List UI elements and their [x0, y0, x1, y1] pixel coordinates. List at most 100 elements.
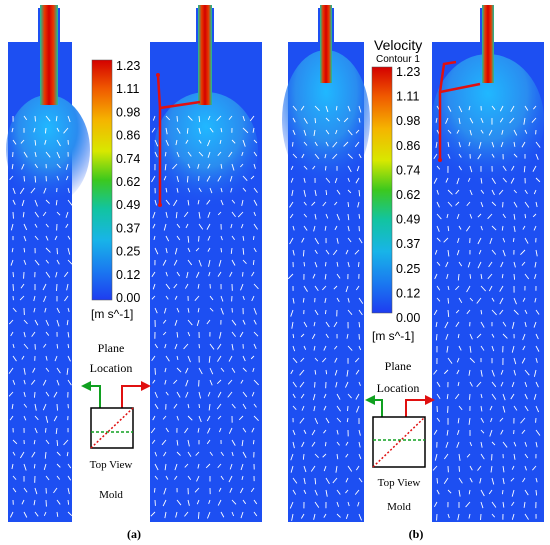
velocity-arrow: [66, 319, 69, 326]
velocity-arrow: [347, 465, 353, 472]
velocity-arrow: [477, 261, 482, 269]
velocity-arrow: [56, 451, 61, 456]
velocity-arrow: [184, 427, 189, 434]
velocity-arrow: [227, 379, 233, 385]
velocity-arrow: [314, 153, 320, 160]
velocity-arrow: [154, 391, 158, 398]
velocity-arrow: [151, 271, 156, 278]
velocity-arrow: [334, 225, 338, 231]
velocity-arrow: [524, 309, 528, 315]
velocity-arrow: [253, 223, 258, 230]
velocity-arrow: [216, 379, 222, 385]
flow-path-red-a: [156, 74, 201, 205]
velocity-arrow: [458, 105, 463, 113]
velocity-arrow: [347, 309, 353, 315]
velocity-arrow: [314, 477, 317, 485]
velocity-arrow: [34, 139, 37, 146]
velocity-arrow: [198, 151, 204, 157]
legend-title-b: Velocity: [374, 37, 422, 53]
velocity-arrow: [458, 489, 461, 497]
velocity-arrow: [253, 343, 257, 349]
velocity-arrow: [67, 247, 71, 255]
velocity-arrow: [313, 345, 316, 351]
velocity-arrow: [436, 477, 438, 484]
velocity-arrow: [45, 199, 50, 204]
velocity-arrow: [467, 177, 471, 182]
velocity-arrow: [229, 463, 233, 470]
velocity-arrow: [491, 381, 497, 388]
velocity-arrow: [43, 463, 47, 470]
velocity-arrow: [216, 403, 222, 410]
velocity-arrow: [480, 273, 483, 280]
velocity-arrow: [303, 489, 307, 494]
velocity-arrow: [253, 331, 259, 337]
velocity-arrow: [443, 477, 449, 485]
velocity-arrow: [45, 259, 49, 264]
velocity-arrow: [207, 115, 211, 121]
velocity-arrow: [292, 249, 295, 256]
velocity-arrow: [447, 357, 453, 364]
velocity-arrow: [65, 163, 69, 170]
velocity-arrow: [220, 295, 224, 302]
velocity-arrow: [152, 415, 156, 421]
velocity-arrow: [23, 223, 28, 231]
velocity-arrow: [457, 381, 460, 387]
velocity-arrow: [502, 165, 507, 172]
velocity-arrow: [500, 141, 504, 148]
velocity-arrow: [66, 367, 69, 375]
velocity-arrow: [447, 309, 450, 317]
velocity-arrow: [336, 513, 341, 518]
velocity-arrow: [511, 489, 515, 497]
velocity-arrow: [491, 141, 495, 148]
velocity-arrow: [176, 187, 179, 193]
velocity-arrow: [491, 297, 495, 302]
velocity-arrow: [534, 273, 537, 280]
velocity-arrow: [336, 189, 341, 195]
velocity-arrow: [67, 379, 72, 386]
velocity-arrow: [56, 307, 60, 314]
velocity-arrow: [535, 153, 539, 160]
colorbar-tick-label: 0.49: [396, 213, 420, 227]
velocity-arrow: [509, 117, 515, 124]
velocity-arrow: [324, 261, 327, 267]
velocity-arrow: [292, 405, 297, 410]
velocity-arrow: [187, 439, 190, 447]
velocity-arrow: [242, 115, 246, 122]
velocity-arrow: [477, 213, 482, 218]
velocity-arrow: [358, 297, 364, 304]
velocity-arrow: [480, 489, 485, 497]
velocity-arrow: [206, 199, 211, 205]
velocity-arrow: [469, 381, 473, 387]
velocity-arrow: [301, 153, 305, 159]
velocity-arrow: [502, 393, 506, 401]
velocity-arrow: [55, 115, 58, 122]
velocity-arrow: [231, 235, 235, 240]
velocity-arrow: [154, 199, 157, 206]
velocity-arrow: [499, 309, 504, 315]
velocity-arrow: [491, 177, 496, 184]
velocity-arrow: [163, 487, 167, 495]
velocity-arrow: [230, 187, 233, 193]
velocity-arrow: [502, 501, 505, 508]
velocity-arrow: [173, 259, 178, 266]
velocity-arrow: [436, 393, 441, 400]
velocity-arrow: [499, 117, 504, 123]
velocity-arrow: [208, 271, 211, 277]
velocity-arrow: [520, 417, 526, 424]
velocity-arrow: [468, 513, 471, 519]
location-label-a: Location: [90, 361, 133, 375]
velocity-arrow: [207, 427, 211, 434]
velocity-arrow: [466, 285, 471, 293]
velocity-arrow: [345, 453, 349, 458]
velocity-arrow: [480, 189, 485, 194]
velocity-arrow: [457, 513, 460, 521]
velocity-arrow: [11, 247, 14, 253]
velocity-arrow: [335, 105, 338, 111]
velocity-arrow: [292, 117, 296, 123]
velocity-arrow: [163, 307, 167, 314]
velocity-arrow: [455, 309, 460, 314]
velocity-arrow: [67, 355, 71, 362]
velocity-arrow: [325, 117, 330, 122]
velocity-arrow: [456, 129, 460, 134]
velocity-arrow: [44, 139, 47, 145]
